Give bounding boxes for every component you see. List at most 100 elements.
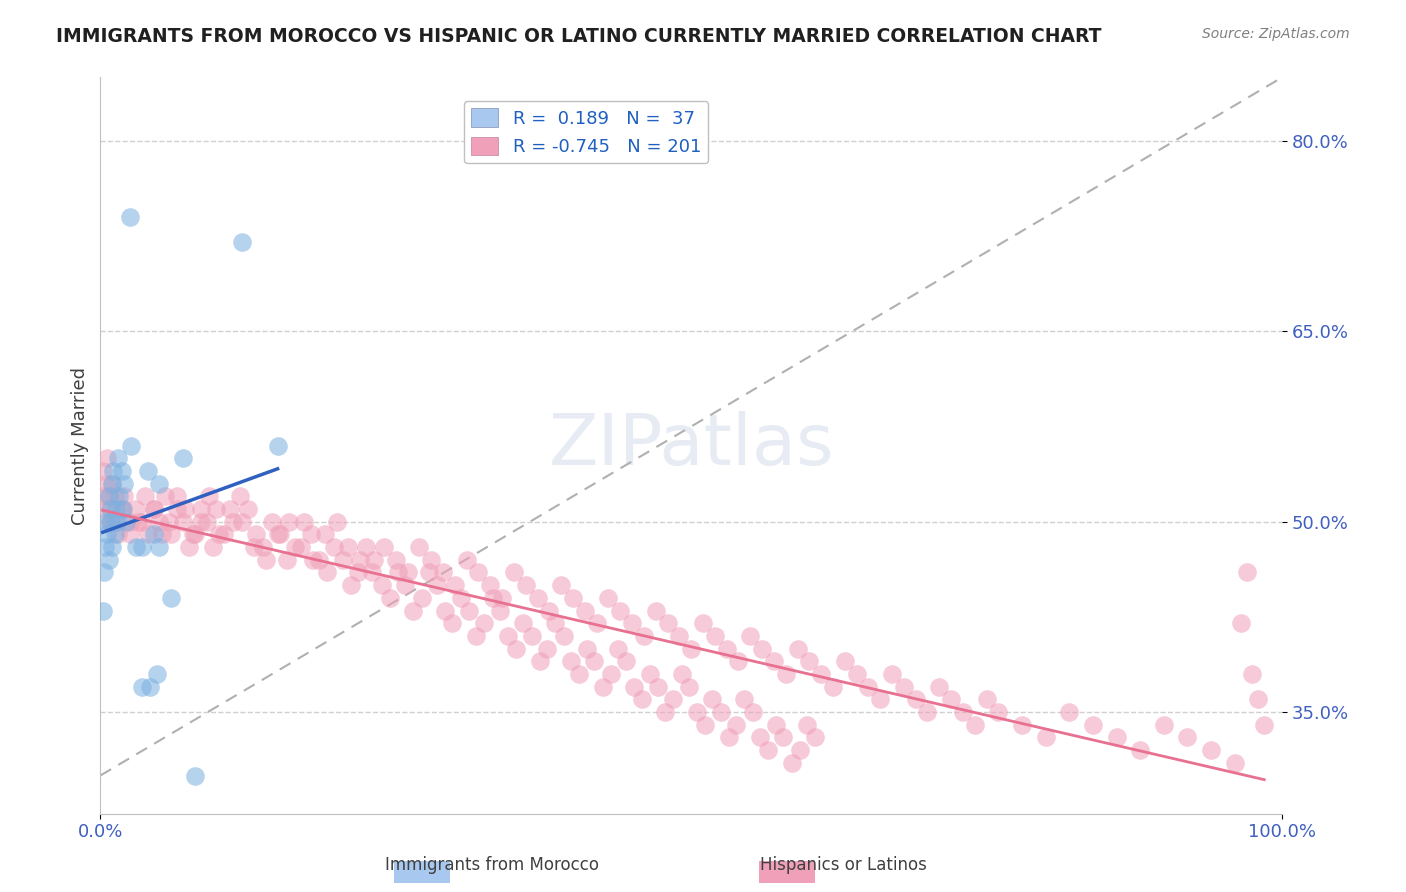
Point xyxy=(378,591,401,605)
Point xyxy=(614,654,637,668)
Point xyxy=(654,705,676,719)
Point xyxy=(671,667,693,681)
Point xyxy=(756,743,779,757)
Point xyxy=(727,654,749,668)
Point xyxy=(93,566,115,580)
Point xyxy=(976,692,998,706)
Point xyxy=(703,629,725,643)
Point xyxy=(1241,667,1264,681)
Point xyxy=(786,641,808,656)
Point xyxy=(172,451,194,466)
Point xyxy=(662,692,685,706)
Point xyxy=(686,705,709,719)
Point xyxy=(583,654,606,668)
Point xyxy=(370,578,392,592)
Point xyxy=(585,616,607,631)
Point xyxy=(107,451,129,466)
Point xyxy=(1129,743,1152,757)
Point xyxy=(609,603,631,617)
Point xyxy=(184,527,207,541)
Point xyxy=(146,667,169,681)
Point xyxy=(214,527,236,541)
Point xyxy=(740,629,762,643)
Point xyxy=(441,616,464,631)
Point xyxy=(111,502,134,516)
Point xyxy=(100,515,122,529)
Point xyxy=(269,527,291,541)
Point xyxy=(644,603,666,617)
Point xyxy=(103,489,125,503)
Text: Source: ZipAtlas.com: Source: ZipAtlas.com xyxy=(1202,27,1350,41)
Point xyxy=(190,502,212,516)
Point xyxy=(568,667,591,681)
Point xyxy=(562,591,585,605)
Point xyxy=(96,476,118,491)
Point xyxy=(231,515,253,529)
Point xyxy=(108,489,131,503)
Point xyxy=(148,540,170,554)
Point xyxy=(131,680,153,694)
Point xyxy=(148,476,170,491)
Point xyxy=(678,680,700,694)
Point xyxy=(245,527,267,541)
Point xyxy=(574,603,596,617)
Point xyxy=(681,641,703,656)
Point xyxy=(1177,731,1199,745)
Point xyxy=(97,489,120,503)
Point xyxy=(796,718,818,732)
Point xyxy=(131,540,153,554)
Point xyxy=(939,692,962,706)
Point xyxy=(112,476,135,491)
Point xyxy=(219,502,242,516)
Point xyxy=(276,553,298,567)
Point xyxy=(529,654,551,668)
Point xyxy=(657,616,679,631)
Point xyxy=(118,515,141,529)
Point xyxy=(692,616,714,631)
Point xyxy=(302,553,325,567)
Point xyxy=(96,451,118,466)
Point xyxy=(536,641,558,656)
Point xyxy=(741,705,763,719)
Legend: R =  0.189   N =  37, R = -0.745   N = 201: R = 0.189 N = 37, R = -0.745 N = 201 xyxy=(464,101,709,163)
Point xyxy=(479,578,502,592)
Point xyxy=(266,527,288,541)
Point xyxy=(181,527,204,541)
Point xyxy=(195,515,218,529)
Point xyxy=(411,591,433,605)
Point xyxy=(1081,718,1104,732)
Point xyxy=(160,591,183,605)
Point xyxy=(668,629,690,643)
Point xyxy=(917,705,939,719)
Point xyxy=(136,464,159,478)
Point xyxy=(96,515,118,529)
Point xyxy=(292,515,315,529)
Point xyxy=(780,756,803,770)
Point xyxy=(638,667,661,681)
Point xyxy=(98,515,121,529)
Point xyxy=(103,527,125,541)
Point xyxy=(716,641,738,656)
Point xyxy=(576,641,599,656)
Point xyxy=(337,540,360,554)
Point xyxy=(465,629,488,643)
Point xyxy=(1253,718,1275,732)
Point xyxy=(166,489,188,503)
Point xyxy=(503,566,526,580)
Point xyxy=(550,578,572,592)
Point xyxy=(284,540,307,554)
Point xyxy=(290,540,312,554)
Point xyxy=(361,566,384,580)
Point xyxy=(426,578,449,592)
Point xyxy=(384,553,406,567)
Point xyxy=(98,502,121,516)
Point xyxy=(987,705,1010,719)
Point xyxy=(111,464,134,478)
Point xyxy=(880,667,903,681)
Point xyxy=(115,515,138,529)
Point xyxy=(97,553,120,567)
Y-axis label: Currently Married: Currently Married xyxy=(72,367,89,524)
Point xyxy=(592,680,614,694)
Point xyxy=(177,540,200,554)
Point xyxy=(184,768,207,782)
